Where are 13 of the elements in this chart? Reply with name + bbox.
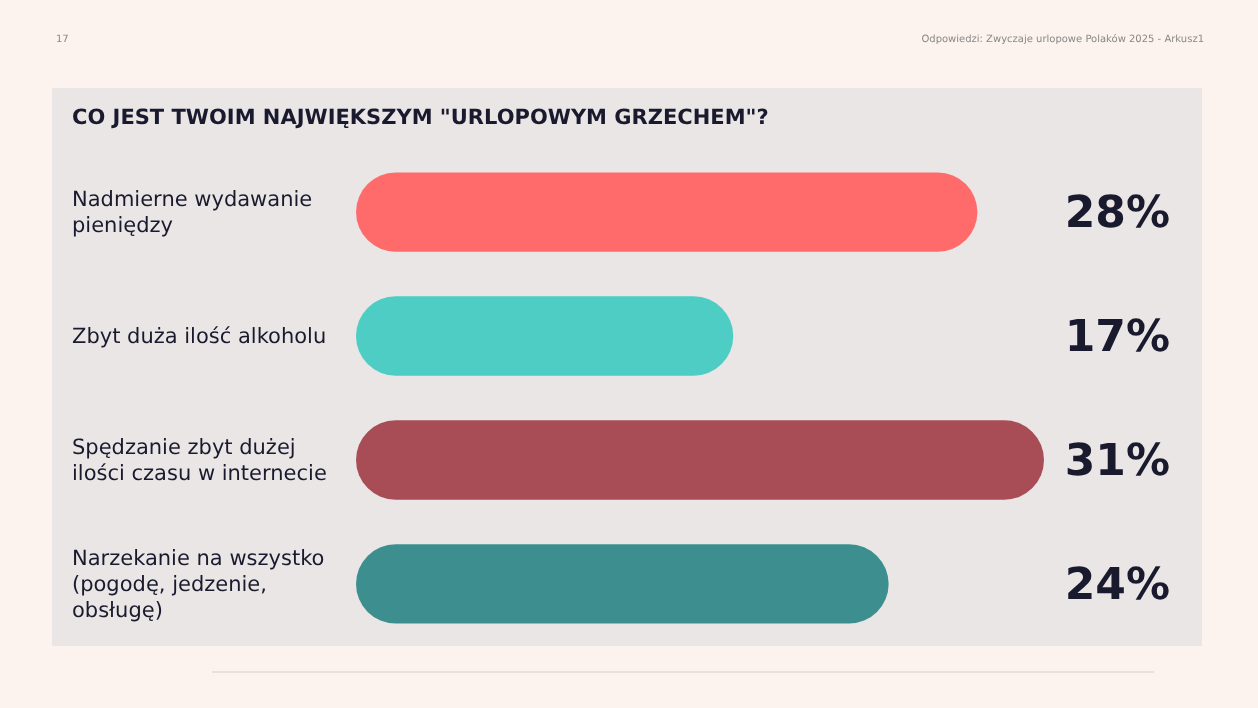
y-tick-label: Zbyt duża ilość alkoholu [72,325,327,350]
data-label: 31% [1064,437,1170,488]
bar [356,296,734,376]
data-label: 28% [1064,189,1170,240]
bar [356,544,889,624]
y-tick-label: Spędzanie zbyt dużej ilości czasu w internecie [72,436,327,487]
bar [356,420,1044,500]
data-label: 24% [1064,561,1170,612]
chart-title: CO JEST TWOIM NAJWIĘKSZYM "URLOPOWYM GRZECHEM"? [72,106,769,130]
data-label: 17% [1064,313,1170,364]
bar [356,172,978,252]
y-tick-label: Narzekanie na wszystko (pogodę, jedzenie, obsługę) [72,547,325,624]
y-tick-label: Nadmierne wydawanie pieniędzy [72,188,313,239]
